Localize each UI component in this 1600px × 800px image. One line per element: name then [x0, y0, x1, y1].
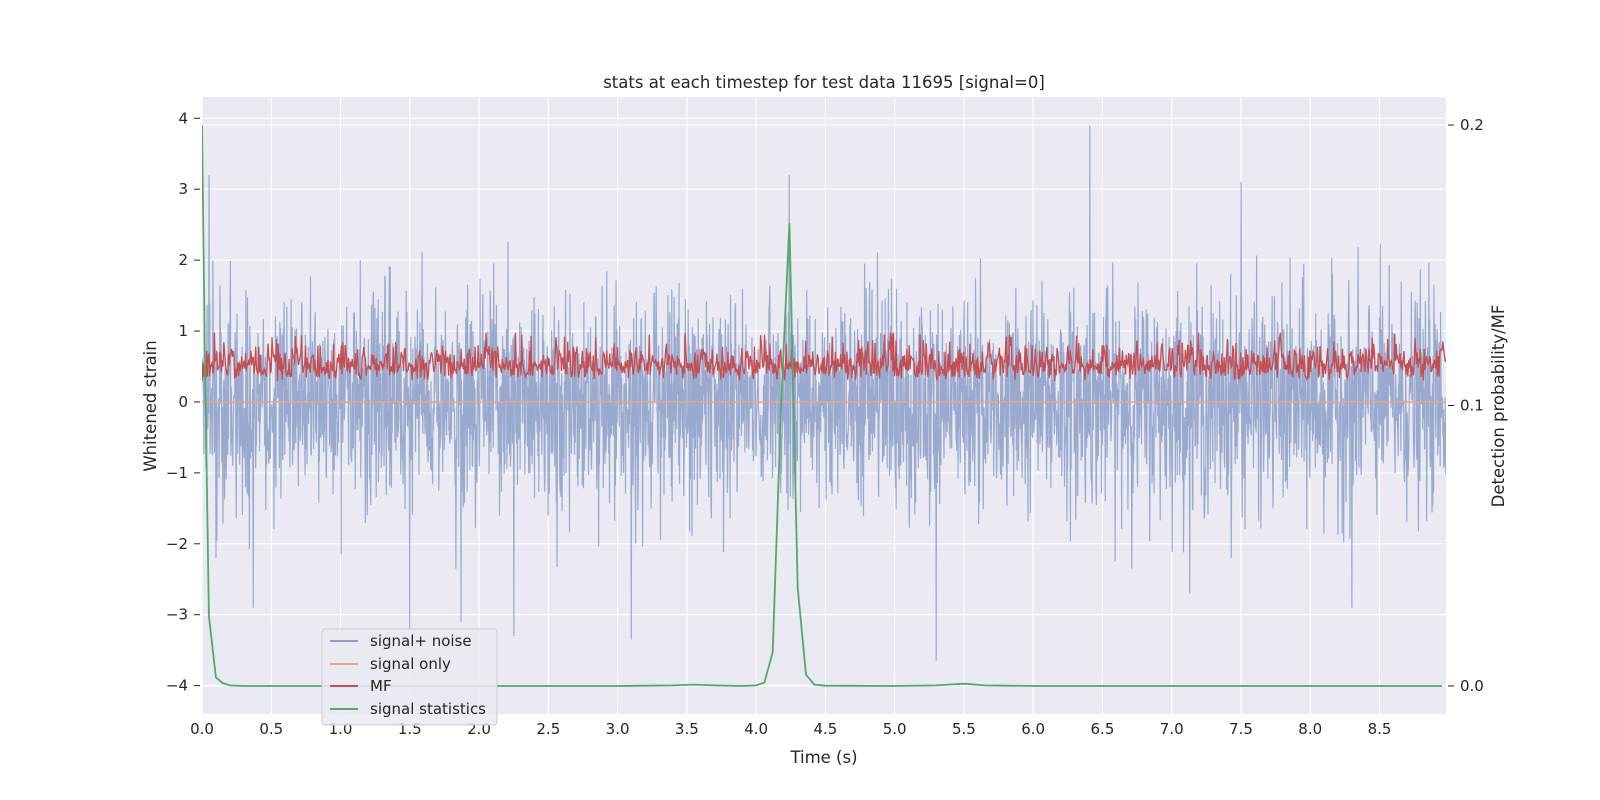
y-tick-label: 4: [178, 109, 188, 127]
y2-tick-label: 0.2: [1460, 116, 1484, 134]
x-tick-label: 7.0: [1160, 720, 1184, 738]
y2-axis-label: Detection probability/MF: [1489, 305, 1508, 508]
x-tick-label: 4.5: [813, 720, 837, 738]
y2-tick-label: 0.0: [1460, 677, 1484, 695]
x-tick-label: 0.0: [190, 720, 214, 738]
x-tick-label: 2.5: [536, 720, 560, 738]
y-tick-label: −2: [166, 535, 188, 553]
y-axis-ticks: 4 3 2 1 0 −1 −2 −3 −4: [166, 109, 200, 695]
chart-title: stats at each timestep for test data 116…: [603, 73, 1045, 92]
x-axis-ticks: 0.0 0.5 1.0 1.5 2.0 2.5 3.0 3.5 4.0 4.5 5.0 5.5 6.0 6…: [190, 720, 1391, 738]
series-line-mf: [202, 332, 1446, 382]
y-tick-label: 0: [178, 393, 188, 411]
y2-tick-label: 0.1: [1460, 397, 1484, 415]
series-layer: [202, 124, 1446, 687]
x-tick-label: 5.0: [883, 720, 907, 738]
y2-axis-ticks: 0.2 0.1 0.0: [1448, 116, 1484, 695]
legend: signal+ noise signal only MF signal stat…: [321, 628, 498, 726]
y-tick-label: 2: [178, 251, 188, 269]
x-tick-label: 3.0: [606, 720, 630, 738]
x-tick-label: 3.5: [675, 720, 699, 738]
legend-entry: signal statistics: [330, 700, 486, 718]
y-axis-label: Whitened strain: [141, 340, 160, 471]
legend-label: signal+ noise: [370, 632, 472, 650]
y-tick-label: −3: [166, 606, 188, 624]
legend-entry: MF: [330, 677, 392, 695]
legend-box: [321, 628, 498, 726]
x-tick-label: 5.5: [952, 720, 976, 738]
y-tick-label: 3: [178, 180, 188, 198]
x-tick-label: 7.5: [1229, 720, 1253, 738]
x-tick-label: 8.0: [1298, 720, 1322, 738]
legend-entry: signal+ noise: [330, 632, 472, 650]
x-tick-label: 8.5: [1368, 720, 1392, 738]
y-tick-label: 1: [178, 322, 188, 340]
series-line-signal-statistics: [202, 124, 1442, 687]
y-tick-label: −4: [166, 677, 188, 695]
legend-label: signal only: [370, 655, 451, 673]
legend-label: signal statistics: [370, 700, 486, 718]
y-tick-label: −1: [166, 464, 188, 482]
x-tick-label: 6.0: [1021, 720, 1045, 738]
x-tick-label: 0.5: [259, 720, 283, 738]
legend-label: MF: [370, 677, 392, 695]
x-tick-label: 4.0: [744, 720, 768, 738]
x-axis-label: Time (s): [789, 748, 857, 767]
x-tick-label: 6.5: [1091, 720, 1115, 738]
legend-entry: signal only: [330, 655, 451, 673]
